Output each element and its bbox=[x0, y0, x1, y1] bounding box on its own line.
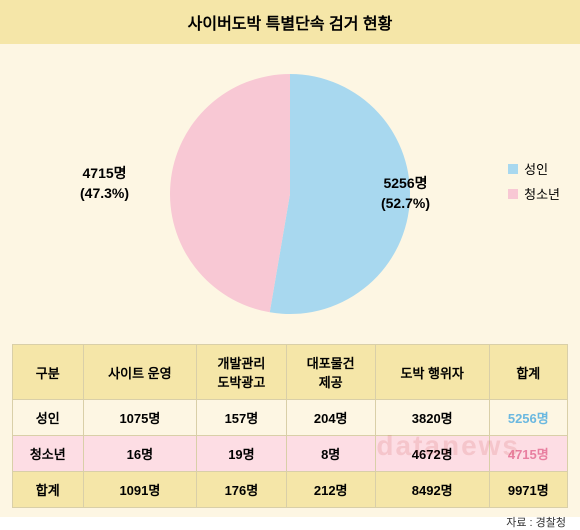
cell: 1091명 bbox=[83, 472, 197, 508]
cell: 5256명 bbox=[489, 400, 567, 436]
legend: 성인 청소년 bbox=[508, 159, 560, 209]
pie-label-adult: 5256명 (52.7%) bbox=[381, 174, 430, 213]
table-head: 구분사이트 운영개발관리도박광고대포물건제공도박 행위자합계 bbox=[13, 345, 568, 400]
cell: 204명 bbox=[286, 400, 375, 436]
pie-svg bbox=[170, 74, 410, 314]
page-title: 사이버도박 특별단속 검거 현황 bbox=[0, 0, 580, 44]
legend-item-adult: 성인 bbox=[508, 159, 560, 178]
data-table: 구분사이트 운영개발관리도박광고대포물건제공도박 행위자합계 성인1075명15… bbox=[12, 344, 568, 508]
table-col-1: 사이트 운영 bbox=[83, 345, 197, 400]
cell: 3820명 bbox=[375, 400, 489, 436]
pie-chart-area: 4715명 (47.3%) 5256명 (52.7%) 성인 청소년 bbox=[0, 44, 580, 344]
table-col-3: 대포물건제공 bbox=[286, 345, 375, 400]
legend-label-adult: 성인 bbox=[524, 159, 548, 178]
pie-label-youth-pct: (47.3%) bbox=[80, 184, 129, 204]
cell: 176명 bbox=[197, 472, 286, 508]
source-credit: 자료 : 경찰청 bbox=[0, 508, 580, 530]
row-label: 성인 bbox=[13, 400, 84, 436]
cell: 212명 bbox=[286, 472, 375, 508]
table-row: 청소년16명19명8명4672명4715명 bbox=[13, 436, 568, 472]
legend-label-youth: 청소년 bbox=[524, 184, 560, 203]
pie-label-youth: 4715명 (47.3%) bbox=[80, 164, 129, 203]
pie-chart: 4715명 (47.3%) 5256명 (52.7%) bbox=[170, 74, 410, 314]
table-col-5: 합계 bbox=[489, 345, 567, 400]
legend-swatch-youth bbox=[508, 189, 518, 199]
table-header-row: 구분사이트 운영개발관리도박광고대포물건제공도박 행위자합계 bbox=[13, 345, 568, 400]
table-body: 성인1075명157명204명3820명5256명청소년16명19명8명4672… bbox=[13, 400, 568, 508]
row-label: 청소년 bbox=[13, 436, 84, 472]
cell: 16명 bbox=[83, 436, 197, 472]
legend-item-youth: 청소년 bbox=[508, 184, 560, 203]
table-col-2: 개발관리도박광고 bbox=[197, 345, 286, 400]
row-label: 합계 bbox=[13, 472, 84, 508]
cell: 19명 bbox=[197, 436, 286, 472]
cell: 8명 bbox=[286, 436, 375, 472]
table-row: 합계1091명176명212명8492명9971명 bbox=[13, 472, 568, 508]
legend-swatch-adult bbox=[508, 164, 518, 174]
pie-label-adult-pct: (52.7%) bbox=[381, 194, 430, 214]
table-row: 성인1075명157명204명3820명5256명 bbox=[13, 400, 568, 436]
cell: 157명 bbox=[197, 400, 286, 436]
cell: 4715명 bbox=[489, 436, 567, 472]
pie-label-youth-count: 4715명 bbox=[80, 164, 129, 184]
table-col-4: 도박 행위자 bbox=[375, 345, 489, 400]
pie-slice-youth bbox=[170, 74, 290, 312]
pie-label-adult-count: 5256명 bbox=[381, 174, 430, 194]
table-col-0: 구분 bbox=[13, 345, 84, 400]
data-table-wrap: 구분사이트 운영개발관리도박광고대포물건제공도박 행위자합계 성인1075명15… bbox=[0, 344, 580, 508]
cell: 8492명 bbox=[375, 472, 489, 508]
cell: 9971명 bbox=[489, 472, 567, 508]
cell: 4672명 bbox=[375, 436, 489, 472]
cell: 1075명 bbox=[83, 400, 197, 436]
chart-container: 사이버도박 특별단속 검거 현황 4715명 (47.3%) 5256명 (52… bbox=[0, 0, 580, 517]
